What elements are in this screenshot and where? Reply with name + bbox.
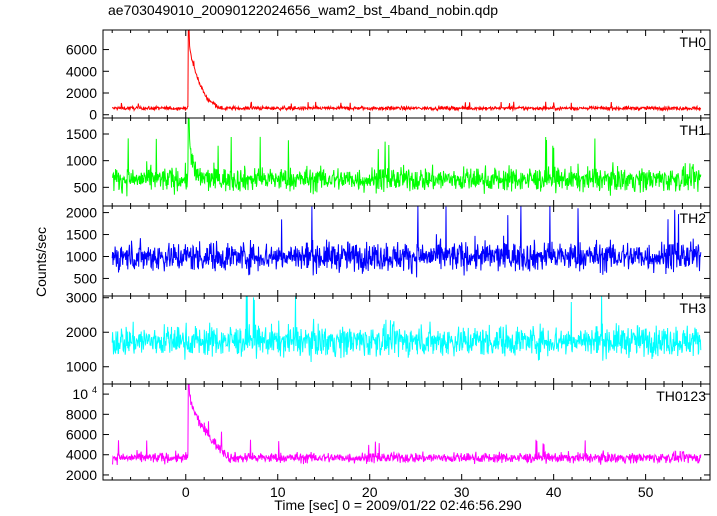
series-th0 bbox=[111, 29, 702, 113]
y-tick-label: 4000 bbox=[66, 63, 97, 79]
y-tick-label: 2000 bbox=[66, 324, 97, 340]
x-axis-label: Time [sec] 0 = 2009/01/22 02:46:56.290 bbox=[274, 497, 522, 513]
y-tick-label: 0 bbox=[89, 107, 97, 123]
y-tick-label: 2000 bbox=[66, 205, 97, 221]
x-tick-label: 50 bbox=[638, 484, 654, 500]
series-th0123 bbox=[111, 383, 702, 466]
x-tick-label: 40 bbox=[546, 484, 562, 500]
y-tick-label: 6000 bbox=[66, 427, 97, 443]
panel-label: TH3 bbox=[680, 300, 707, 316]
panel-label: TH0123 bbox=[656, 388, 706, 404]
panel-label: TH1 bbox=[680, 122, 707, 138]
panel-th1: 500 1000 1500 TH1 bbox=[66, 117, 711, 207]
panel-th0: 0 2000 4000 6000 TH0 bbox=[66, 29, 711, 123]
y-tick-label: 6000 bbox=[66, 42, 97, 58]
series-th1 bbox=[112, 117, 702, 197]
y-tick-label: 1000 bbox=[66, 359, 97, 375]
y-tick-label: 2000 bbox=[66, 85, 97, 101]
y-tick-label: 2000 bbox=[66, 467, 97, 483]
y-tick-label: 1000 bbox=[66, 248, 97, 264]
y-axis-label: Counts/sec bbox=[33, 227, 49, 297]
y-tick-label: 500 bbox=[74, 179, 98, 195]
y-tick-label: 4000 bbox=[66, 447, 97, 463]
panel-label: TH0 bbox=[680, 34, 707, 50]
y-tick-label: 8000 bbox=[66, 406, 97, 422]
x-tick-label: 20 bbox=[362, 484, 378, 500]
panel-th3: 1000 2000 3000 TH3 bbox=[66, 290, 711, 385]
series-th2 bbox=[111, 205, 702, 278]
y-tick-label: 1000 bbox=[66, 153, 97, 169]
y-tick-label: 10 bbox=[72, 386, 88, 402]
series-th3 bbox=[111, 295, 702, 363]
panel-frame bbox=[102, 383, 711, 481]
y-tick-label: 3000 bbox=[66, 290, 97, 306]
y-tick-label: 1500 bbox=[66, 126, 97, 142]
panel-label: TH2 bbox=[680, 210, 707, 226]
y-tick-label: 1500 bbox=[66, 227, 97, 243]
x-tick-label: 10 bbox=[270, 484, 286, 500]
x-tick-label: 30 bbox=[454, 484, 470, 500]
y-tick-label: 500 bbox=[74, 270, 98, 286]
panel-th2: 500 1000 1500 2000 TH2 bbox=[66, 205, 711, 297]
chart-title: ae703049010_20090122024656_wam2_bst_4ban… bbox=[108, 2, 498, 18]
panel-frame bbox=[102, 29, 711, 119]
y-tick-exponent: 4 bbox=[92, 385, 97, 395]
panel-th0123: 2000 4000 6000 8000 10 4 TH0123 bbox=[66, 383, 711, 483]
x-tick-label: 0 bbox=[182, 484, 190, 500]
